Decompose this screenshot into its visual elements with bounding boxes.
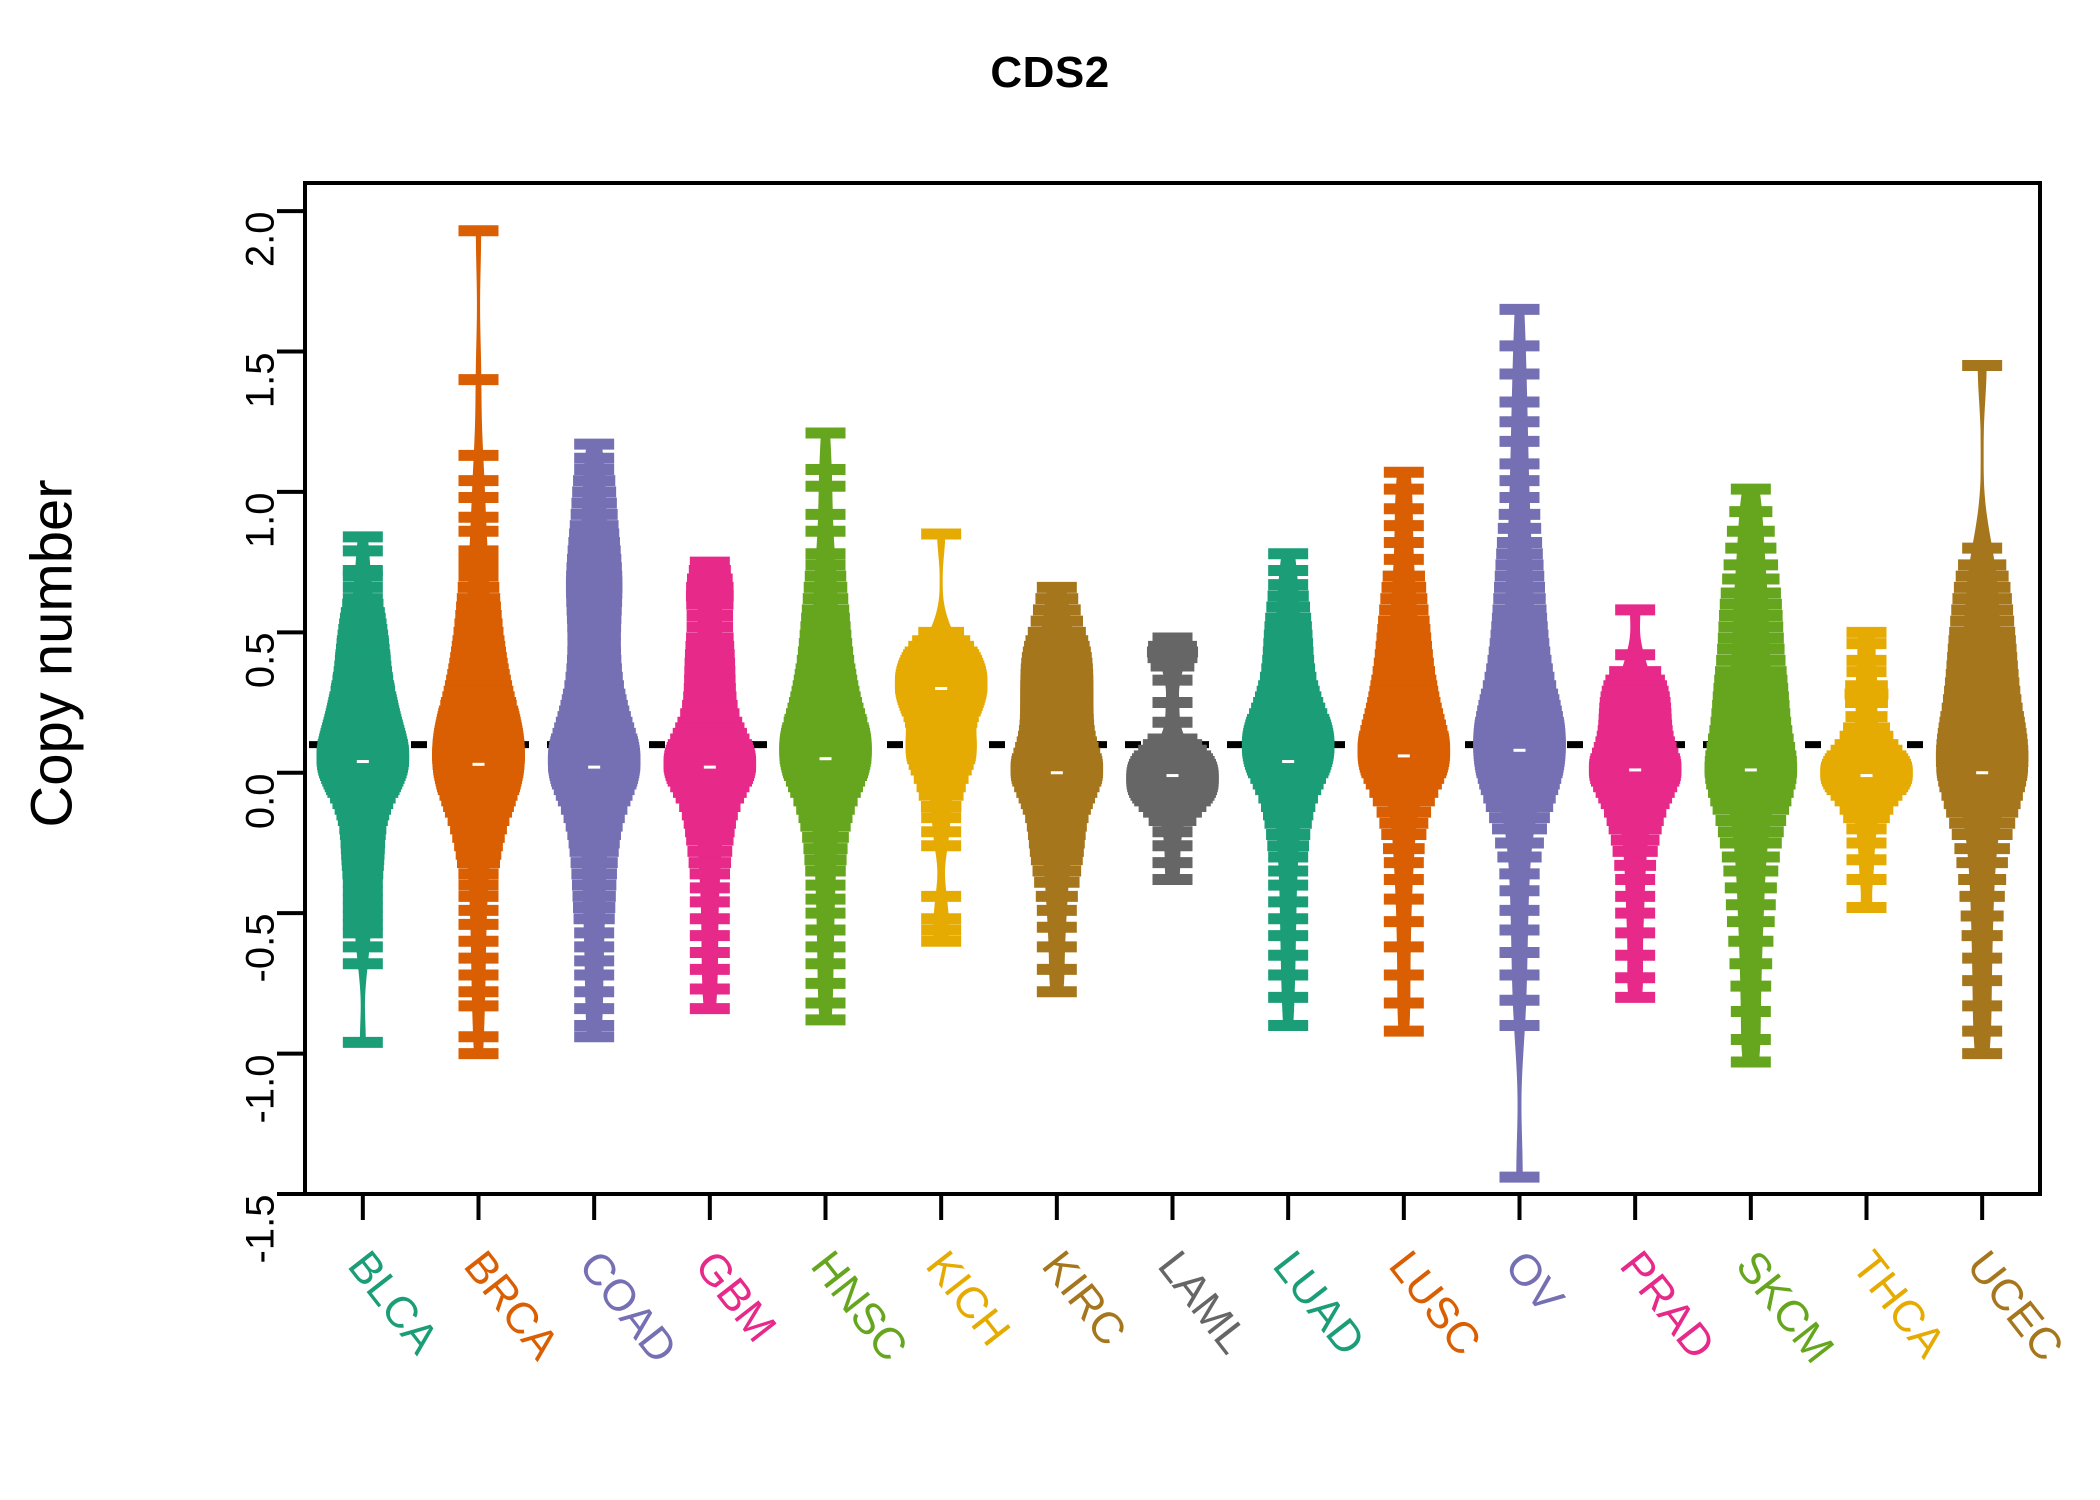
series-coad bbox=[547, 438, 641, 1043]
series-thca bbox=[1820, 626, 1913, 914]
data-series-group bbox=[316, 225, 2029, 1183]
series-skcm bbox=[1704, 483, 1798, 1068]
series-luad bbox=[1241, 548, 1335, 1031]
axis-ticks bbox=[277, 209, 1985, 1220]
series-laml bbox=[1126, 632, 1219, 885]
series-hnsc bbox=[779, 427, 872, 1026]
series-kirc bbox=[1010, 581, 1104, 998]
series-blca bbox=[316, 531, 410, 1048]
series-ov bbox=[1473, 303, 1566, 1183]
series-kich bbox=[894, 528, 988, 947]
series-ucec bbox=[1935, 360, 2029, 1060]
series-lusc bbox=[1357, 466, 1451, 1037]
series-gbm bbox=[663, 556, 757, 1015]
series-prad bbox=[1588, 604, 1682, 1003]
series-brca bbox=[432, 225, 525, 1060]
chart-title: CDS2 bbox=[990, 48, 1110, 97]
